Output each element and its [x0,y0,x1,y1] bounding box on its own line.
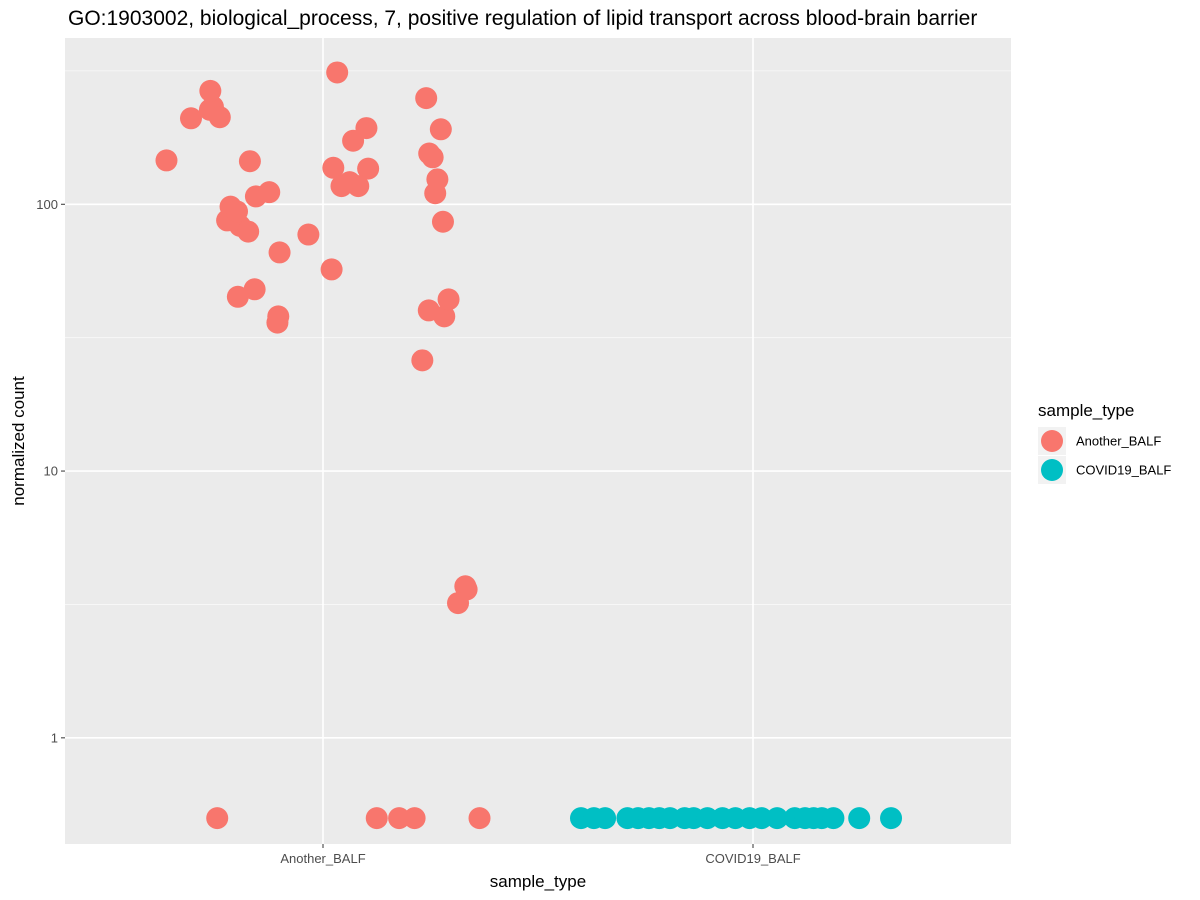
data-point [848,807,871,830]
data-point [179,107,202,130]
data-point [437,288,460,311]
legend-title: sample_type [1038,401,1134,420]
data-point [206,807,229,830]
legend-key [1041,430,1063,452]
x-axis-title: sample_type [490,872,586,891]
legend-label: COVID19_BALF [1076,463,1171,478]
y-axis-title: normalized count [9,376,28,506]
data-point [326,61,349,84]
data-point [330,175,353,198]
data-point [750,807,773,830]
data-point [431,210,454,233]
y-axis: 1 10 100 [36,197,65,745]
data-point [365,807,388,830]
data-point [468,807,491,830]
data-point [347,175,370,198]
data-point [320,258,343,281]
plot-panel [65,38,1011,844]
data-point [237,220,260,243]
data-point [266,311,289,334]
data-point [411,349,434,372]
y-tick-label: 1 [51,730,58,745]
x-tick-label: Another_BALF [280,851,365,866]
data-point [594,807,617,830]
data-point [403,807,426,830]
data-point [454,575,477,598]
data-point [357,157,380,180]
legend: sample_type Another_BALF COVID19_BALF [1038,401,1171,484]
chart-title: GO:1903002, biological_process, 7, posit… [68,7,977,30]
x-axis: Another_BALF COVID19_BALF [280,844,801,866]
data-point [238,150,261,173]
data-point [258,181,281,204]
data-point [322,156,345,179]
data-point [268,241,291,264]
y-tick-label: 100 [36,197,58,212]
data-point [415,87,438,110]
legend-key [1041,459,1063,481]
data-point [155,149,178,172]
data-point [417,299,440,322]
data-point [766,807,789,830]
data-point [297,223,320,246]
x-tick-label: COVID19_BALF [705,851,800,866]
y-tick-label: 10 [44,464,58,479]
data-point [429,118,452,141]
data-points [155,61,903,830]
data-point [199,79,222,102]
data-point [388,807,411,830]
data-point [421,146,444,169]
data-point [822,807,845,830]
data-point [226,200,248,223]
data-point [355,117,378,140]
data-point [208,106,231,129]
data-point [447,592,470,615]
data-point [243,278,266,301]
data-point [880,807,903,830]
data-point [226,285,249,308]
data-point [426,168,449,191]
legend-label: Another_BALF [1076,434,1161,449]
data-point [696,807,719,830]
